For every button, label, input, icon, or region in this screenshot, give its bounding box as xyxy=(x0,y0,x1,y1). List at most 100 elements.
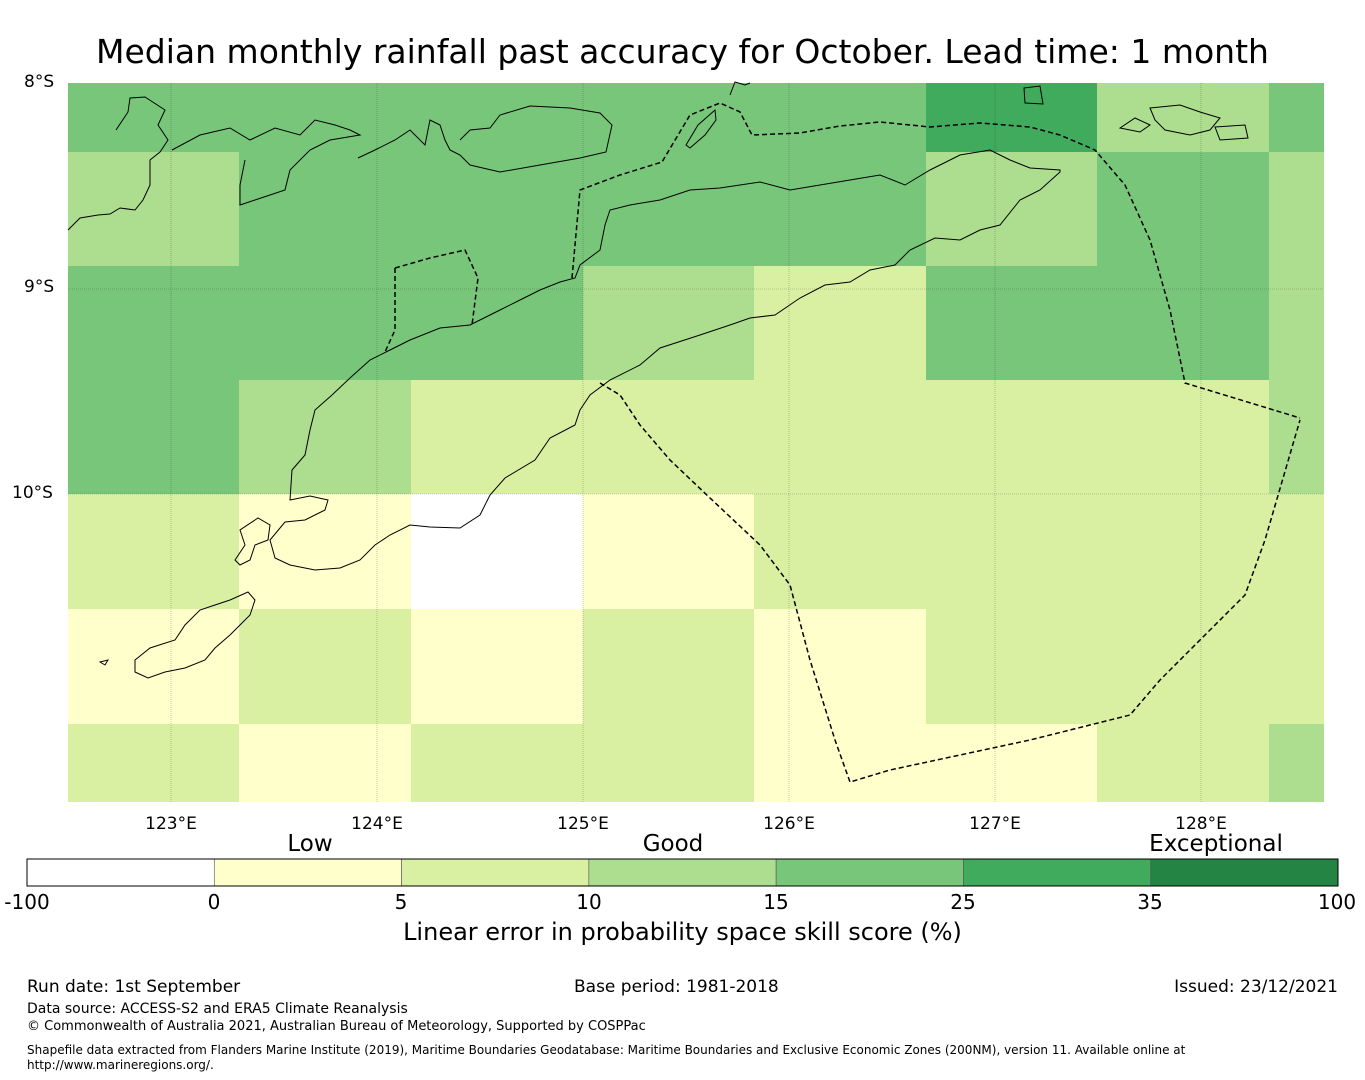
grid-cell xyxy=(411,83,583,152)
base-period: Base period: 1981-2018 xyxy=(574,977,779,997)
lat-label-9s: 9°S xyxy=(24,277,55,297)
grid-cell xyxy=(239,609,411,724)
grid-cell xyxy=(583,152,754,266)
lon-label-123e: 123°E xyxy=(145,814,197,834)
coastline-small-islands-east xyxy=(1023,85,1249,141)
cbar-tick: 100 xyxy=(1317,890,1357,914)
map-title: Median monthly rainfall past accuracy fo… xyxy=(96,32,1269,71)
grid-cell xyxy=(754,83,926,152)
grid-cell xyxy=(926,266,1097,380)
shapefile-url: http://www.marineregions.org/. xyxy=(27,1058,214,1072)
coastlines xyxy=(67,81,1249,679)
grid-cell xyxy=(411,609,583,724)
grid-cell xyxy=(68,83,239,152)
copyright: © Commonwealth of Australia 2021, Austra… xyxy=(27,1019,646,1034)
grid-cell xyxy=(411,494,583,609)
grid-cell xyxy=(1269,494,1324,609)
skill-grid xyxy=(68,83,1324,802)
grid-cell xyxy=(1097,380,1269,494)
grid-cell xyxy=(583,494,754,609)
cbar-tick: 10 xyxy=(576,890,602,914)
grid-cell xyxy=(68,494,239,609)
grid-cell xyxy=(68,266,239,380)
grid-cell xyxy=(1097,494,1269,609)
coastline-sawu xyxy=(98,591,256,679)
cbar-tick: 35 xyxy=(1137,890,1163,914)
coastline-wetar xyxy=(729,81,751,96)
grid-cell xyxy=(754,609,926,724)
category-good: Good xyxy=(642,831,704,857)
grid-cell xyxy=(754,380,926,494)
grid-cell xyxy=(926,609,1097,724)
shapefile-credit: Shapefile data extracted from Flanders M… xyxy=(27,1043,1186,1057)
grid-cell xyxy=(583,83,754,152)
grid-cell xyxy=(754,724,926,802)
lon-label-124e: 124°E xyxy=(351,814,403,834)
grid-cell xyxy=(411,380,583,494)
coastline-rote xyxy=(234,517,271,566)
issued-date: Issued: 23/12/2021 xyxy=(1174,977,1338,997)
colorbar xyxy=(26,858,1339,887)
run-date: Run date: 1st September xyxy=(27,977,241,997)
grid-cell xyxy=(239,724,411,802)
grid-cell xyxy=(583,380,754,494)
grid-cell xyxy=(1269,609,1324,724)
grid-cell xyxy=(411,724,583,802)
maritime-boundaries xyxy=(384,102,1301,783)
lon-label-128e: 128°E xyxy=(1175,814,1227,834)
colorbar-segment xyxy=(963,858,1152,887)
grid-cell xyxy=(1097,83,1269,152)
grid-cell xyxy=(239,266,411,380)
cbar-tick: 5 xyxy=(394,890,408,914)
colorbar-segment xyxy=(775,858,964,887)
grid-cell xyxy=(754,494,926,609)
boundary-south xyxy=(599,382,1301,783)
category-exceptional: Exceptional xyxy=(1149,831,1283,857)
colorbar-segment xyxy=(588,858,777,887)
grid-cell xyxy=(68,380,239,494)
lat-label-8s: 8°S xyxy=(24,72,55,92)
grid-cell xyxy=(1097,266,1269,380)
lat-label-10s: 10°S xyxy=(12,483,53,503)
grid-cell xyxy=(926,380,1097,494)
grid-cell xyxy=(239,494,411,609)
coastline-north-islands-b xyxy=(171,119,362,206)
cbar-tick: 25 xyxy=(950,890,976,914)
grid-cell xyxy=(1269,380,1324,494)
coastline-timor xyxy=(269,149,1061,571)
grid-cell xyxy=(583,609,754,724)
lon-label-127e: 127°E xyxy=(969,814,1021,834)
grid-cell xyxy=(411,266,583,380)
data-source: Data source: ACCESS-S2 and ERA5 Climate … xyxy=(27,1001,408,1017)
grid-cell xyxy=(583,724,754,802)
colorbar-segment xyxy=(26,858,215,887)
coastline-north-islands xyxy=(67,96,169,231)
grid-cell xyxy=(1269,152,1324,266)
cbar-tick: -100 xyxy=(4,890,50,914)
colorbar-frame xyxy=(26,858,1339,887)
cbar-tick: 15 xyxy=(763,890,789,914)
lon-label-126e: 126°E xyxy=(763,814,815,834)
grid-cell xyxy=(1269,83,1324,152)
coastline-alor xyxy=(357,105,613,173)
grid-cell xyxy=(1269,724,1324,802)
grid-cell xyxy=(239,380,411,494)
grid-cell xyxy=(239,83,411,152)
colorbar-title: Linear error in probability space skill … xyxy=(403,918,962,946)
grid-cell xyxy=(411,152,583,266)
colorbar-segment xyxy=(1150,858,1339,887)
category-low: Low xyxy=(287,831,333,857)
grid-cell xyxy=(1097,609,1269,724)
grid-cell xyxy=(926,152,1097,266)
boundary-north xyxy=(571,102,1301,419)
grid-cell xyxy=(1097,152,1269,266)
graticule xyxy=(68,83,1324,802)
grid-cell xyxy=(1097,724,1269,802)
grid-cell xyxy=(926,494,1097,609)
colorbar-segment xyxy=(401,858,590,887)
grid-cell xyxy=(583,266,754,380)
grid-cell xyxy=(926,83,1097,152)
grid-cell xyxy=(1269,266,1324,380)
lon-label-125e: 125°E xyxy=(557,814,609,834)
